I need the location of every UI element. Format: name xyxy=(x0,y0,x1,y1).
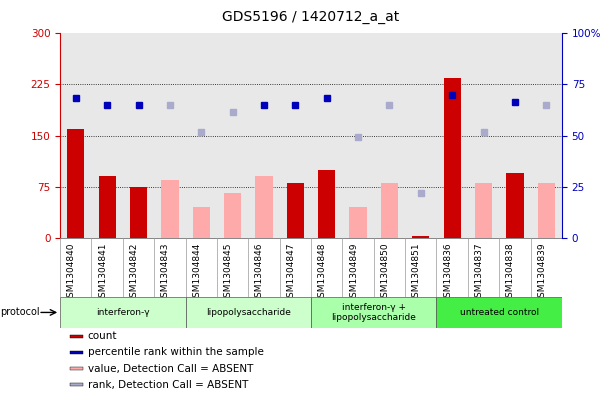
Bar xyxy=(60,297,186,328)
Bar xyxy=(349,207,367,238)
Text: GSM1304843: GSM1304843 xyxy=(161,242,170,303)
Text: count: count xyxy=(88,331,117,341)
Text: GSM1304845: GSM1304845 xyxy=(224,242,233,303)
Bar xyxy=(318,170,335,238)
Text: GSM1304836: GSM1304836 xyxy=(443,242,452,303)
Bar xyxy=(130,187,147,238)
Text: interferon-γ: interferon-γ xyxy=(96,308,150,317)
Text: lipopolysaccharide: lipopolysaccharide xyxy=(206,308,291,317)
Text: GSM1304851: GSM1304851 xyxy=(412,242,421,303)
Text: GSM1304841: GSM1304841 xyxy=(98,242,107,303)
Text: untreated control: untreated control xyxy=(460,308,538,317)
Text: GSM1304850: GSM1304850 xyxy=(380,242,389,303)
Bar xyxy=(99,176,116,238)
Bar xyxy=(538,183,555,238)
Bar xyxy=(70,367,83,370)
Bar xyxy=(255,176,273,238)
Text: rank, Detection Call = ABSENT: rank, Detection Call = ABSENT xyxy=(88,380,248,390)
Bar xyxy=(67,129,84,238)
Text: value, Detection Call = ABSENT: value, Detection Call = ABSENT xyxy=(88,364,253,374)
Text: GSM1304846: GSM1304846 xyxy=(255,242,264,303)
Bar xyxy=(436,297,562,328)
Text: GSM1304849: GSM1304849 xyxy=(349,242,358,303)
Bar xyxy=(412,236,430,238)
Bar xyxy=(186,297,311,328)
Text: GSM1304837: GSM1304837 xyxy=(475,242,484,303)
Bar xyxy=(287,183,304,238)
Bar xyxy=(475,183,492,238)
Text: GSM1304848: GSM1304848 xyxy=(318,242,327,303)
Bar xyxy=(70,335,83,338)
Text: GSM1304842: GSM1304842 xyxy=(129,242,138,303)
Bar xyxy=(161,180,178,238)
Text: interferon-γ +
lipopolysaccharide: interferon-γ + lipopolysaccharide xyxy=(331,303,416,322)
Bar xyxy=(70,351,83,354)
Text: GSM1304839: GSM1304839 xyxy=(537,242,546,303)
Text: GDS5196 / 1420712_a_at: GDS5196 / 1420712_a_at xyxy=(222,10,400,24)
Bar xyxy=(444,78,461,238)
Text: percentile rank within the sample: percentile rank within the sample xyxy=(88,347,264,358)
Text: protocol: protocol xyxy=(1,307,40,318)
Bar xyxy=(506,173,523,238)
Bar xyxy=(70,383,83,386)
Bar xyxy=(381,183,398,238)
Bar xyxy=(192,207,210,238)
Bar xyxy=(224,193,241,238)
Text: GSM1304840: GSM1304840 xyxy=(67,242,76,303)
Text: GSM1304844: GSM1304844 xyxy=(192,242,201,303)
Text: GSM1304847: GSM1304847 xyxy=(286,242,295,303)
Bar xyxy=(311,297,436,328)
Text: GSM1304838: GSM1304838 xyxy=(506,242,515,303)
